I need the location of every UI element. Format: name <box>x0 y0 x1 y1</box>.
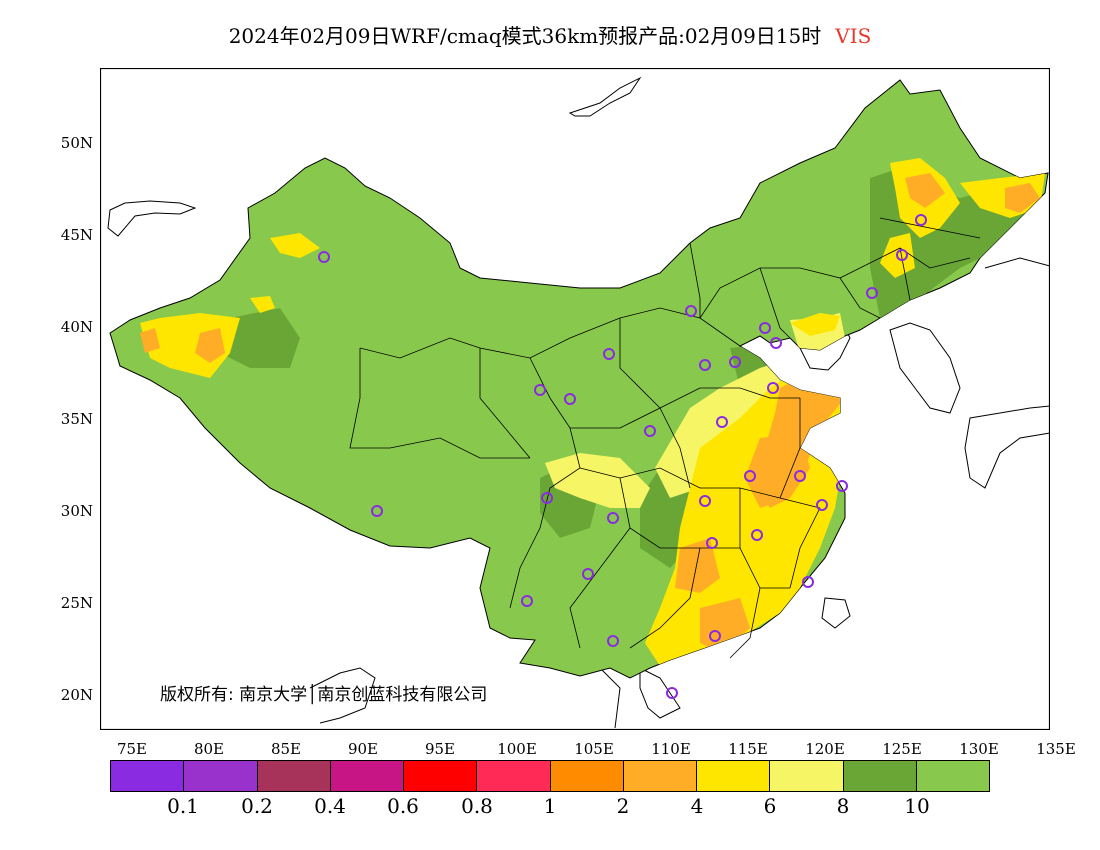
x-tick-label: 120E <box>805 740 845 758</box>
x-tick-label: 135E <box>1036 740 1076 758</box>
gulf-tonkin-outline <box>599 667 621 729</box>
caspian-outline <box>107 200 197 237</box>
legend-label: 2 <box>616 794 630 818</box>
y-tick-label: 40N <box>60 318 93 336</box>
legend-label: 8 <box>836 794 850 818</box>
y-tick-label: 25N <box>60 594 93 612</box>
station-marker <box>564 393 576 405</box>
x-tick-label: 90E <box>347 740 379 758</box>
title-variable: VIS <box>835 24 872 48</box>
station-marker <box>816 499 828 511</box>
station-marker <box>744 470 756 482</box>
japan-outline <box>964 405 1050 489</box>
station-marker <box>699 495 711 507</box>
korea-outline <box>889 322 961 414</box>
station-marker <box>896 249 908 261</box>
legend-label: 0.4 <box>314 794 346 818</box>
legend-swatch <box>697 761 771 791</box>
x-tick-label: 95E <box>424 740 456 758</box>
station-marker <box>644 425 656 437</box>
legend-swatch <box>404 761 478 791</box>
x-tick-label: 110E <box>651 740 691 758</box>
station-marker <box>794 470 806 482</box>
x-tick-label: 130E <box>959 740 999 758</box>
station-marker <box>534 384 546 396</box>
legend-label: 0.2 <box>241 794 273 818</box>
station-marker <box>759 322 771 334</box>
legend-swatch <box>843 761 917 791</box>
legend-swatch <box>111 761 185 791</box>
station-marker <box>318 251 330 263</box>
x-tick-label: 115E <box>728 740 768 758</box>
station-marker <box>716 416 728 428</box>
station-marker <box>802 576 814 588</box>
x-tick-label: 75E <box>116 740 148 758</box>
legend-label: 10 <box>904 794 930 818</box>
legend-label: 0.1 <box>167 794 199 818</box>
y-tick-label: 35N <box>60 410 93 428</box>
lake-baikal-outline <box>568 76 642 117</box>
x-tick-label: 125E <box>882 740 922 758</box>
russia-coast <box>984 257 1050 283</box>
station-marker <box>607 512 619 524</box>
legend-label: 4 <box>690 794 704 818</box>
y-tick-label: 20N <box>60 686 93 704</box>
taiwan-outline <box>821 597 851 629</box>
station-marker <box>729 356 741 368</box>
station-marker <box>915 214 927 226</box>
legend-swatch <box>770 761 844 791</box>
copyright-notice: 版权所有: 南京大学│南京创蓝科技有限公司 <box>160 685 488 705</box>
legend-swatch <box>550 761 624 791</box>
legend-swatch <box>477 761 551 791</box>
x-tick-label: 100E <box>497 740 537 758</box>
station-marker <box>541 492 553 504</box>
station-marker <box>666 687 678 699</box>
station-marker <box>836 480 848 492</box>
legend-label: 6 <box>763 794 777 818</box>
station-marker <box>603 348 615 360</box>
station-marker <box>371 505 383 517</box>
y-tick-label: 45N <box>60 226 93 244</box>
x-tick-label: 85E <box>270 740 302 758</box>
legend-swatch <box>330 761 404 791</box>
station-marker <box>751 529 763 541</box>
station-marker <box>706 537 718 549</box>
legend-swatch <box>257 761 331 791</box>
station-marker <box>685 305 697 317</box>
legend-swatch <box>623 761 697 791</box>
color-legend <box>110 760 990 792</box>
coastlines <box>107 76 1050 729</box>
province-borders <box>349 217 981 659</box>
y-tick-label: 30N <box>60 502 93 520</box>
visibility-field <box>140 158 1045 666</box>
x-tick-label: 105E <box>574 740 614 758</box>
legend-label: 1 <box>543 794 557 818</box>
title-main: 2024年02月09日WRF/cmaq模式36km预报产品:02月09日15时 <box>228 24 822 48</box>
y-tick-label: 50N <box>60 134 93 152</box>
legend-swatch <box>916 761 989 791</box>
station-marker <box>770 337 782 349</box>
station-marker <box>709 630 721 642</box>
x-tick-label: 80E <box>193 740 225 758</box>
legend-label: 0.8 <box>461 794 493 818</box>
station-marker <box>607 635 619 647</box>
map-canvas <box>100 68 1050 730</box>
station-marker <box>866 287 878 299</box>
station-marker <box>582 568 594 580</box>
station-markers <box>318 214 927 699</box>
map-title: 2024年02月09日WRF/cmaq模式36km预报产品:02月09日15时 V… <box>0 20 1100 49</box>
legend-label: 0.6 <box>387 794 419 818</box>
indochina-outline <box>309 667 376 724</box>
station-marker <box>521 595 533 607</box>
legend-swatch <box>184 761 258 791</box>
hainan-outline <box>639 667 681 719</box>
station-marker <box>767 382 779 394</box>
station-marker <box>699 359 711 371</box>
